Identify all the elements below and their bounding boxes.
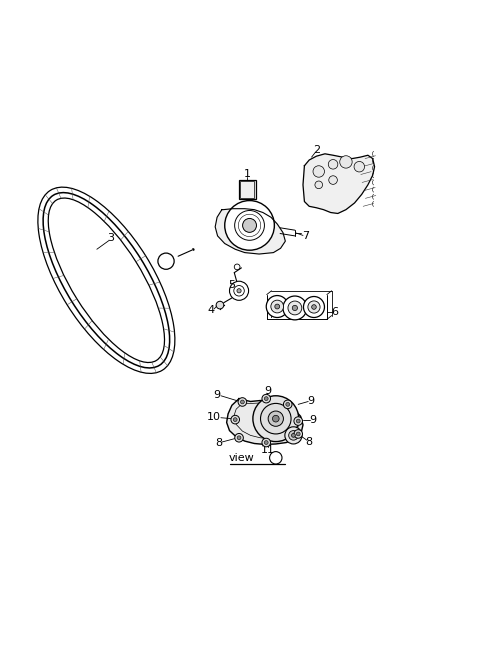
Circle shape [296,432,300,436]
Text: 9: 9 [309,415,316,424]
Circle shape [312,304,316,310]
Circle shape [237,289,241,293]
Circle shape [229,281,249,300]
Circle shape [296,419,300,423]
Text: 10: 10 [207,412,221,422]
Circle shape [235,211,264,240]
Text: 11: 11 [261,445,275,455]
Text: 5: 5 [228,280,235,290]
Text: 9: 9 [307,396,314,405]
Circle shape [283,400,292,409]
Text: 9: 9 [214,390,221,400]
Circle shape [340,155,352,168]
Text: view: view [228,453,254,462]
Circle shape [266,296,288,318]
Circle shape [328,159,338,169]
Circle shape [270,451,282,464]
Circle shape [242,218,256,232]
Circle shape [238,398,247,406]
Circle shape [240,400,244,404]
Circle shape [329,176,337,184]
Text: 1: 1 [244,169,251,179]
Circle shape [231,415,240,424]
Circle shape [225,201,275,250]
Bar [240,182,254,197]
Text: 8: 8 [306,437,313,447]
Circle shape [286,402,289,406]
Text: A: A [163,256,169,266]
Circle shape [264,441,268,445]
Text: 6: 6 [331,307,338,318]
Circle shape [283,296,307,320]
Circle shape [313,166,324,177]
Circle shape [303,297,324,318]
Circle shape [253,396,299,441]
Circle shape [308,301,320,313]
Circle shape [234,285,244,296]
Circle shape [288,301,302,315]
Polygon shape [215,209,285,254]
Text: 4: 4 [208,305,215,316]
Text: 8: 8 [215,438,222,449]
Circle shape [262,438,271,447]
Text: 3: 3 [108,234,115,243]
Text: A: A [272,453,279,462]
Circle shape [291,434,295,438]
Circle shape [273,415,279,422]
Circle shape [237,436,241,440]
Circle shape [275,304,280,309]
Circle shape [354,161,364,172]
Text: 7: 7 [302,232,310,241]
Polygon shape [303,154,374,213]
Bar [239,180,256,199]
Circle shape [233,418,237,422]
Text: 9: 9 [264,386,271,396]
Circle shape [268,411,283,426]
Circle shape [294,430,302,438]
Circle shape [292,305,298,310]
Circle shape [158,253,174,270]
Circle shape [216,301,224,309]
Circle shape [294,417,302,425]
Circle shape [261,403,291,434]
Circle shape [288,430,298,440]
Circle shape [285,427,302,444]
Circle shape [235,434,243,442]
Circle shape [264,397,268,401]
Circle shape [315,181,323,189]
Text: 2: 2 [313,146,320,155]
Polygon shape [227,399,303,445]
Circle shape [271,300,284,313]
Circle shape [262,394,271,403]
